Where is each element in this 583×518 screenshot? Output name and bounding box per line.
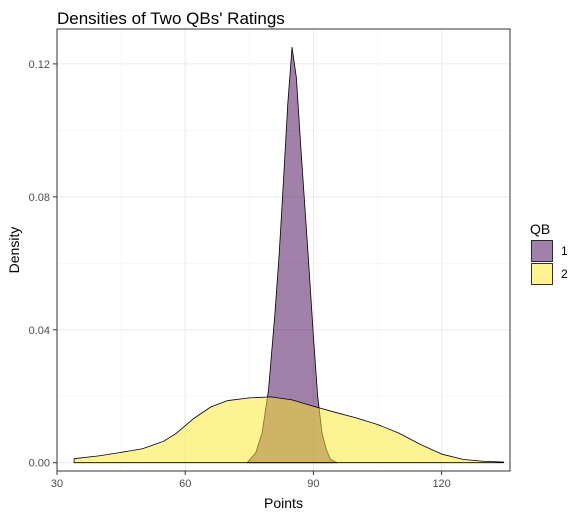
- legend-label-qb-2: 2: [561, 267, 568, 281]
- y-tick-label: 0.00: [29, 458, 50, 470]
- legend: 12: [531, 240, 568, 285]
- density-area-qb-2: [73, 396, 504, 464]
- y-axis-ticks: 0.00 0.04 0.08 0.12: [29, 59, 57, 470]
- y-tick-label: 0.04: [29, 325, 50, 337]
- legend-key-qb-2: [531, 263, 553, 285]
- y-axis-title: Density: [6, 227, 22, 274]
- chart-title: Densities of Two QBs' Ratings: [57, 9, 285, 28]
- y-tick-label: 0.12: [29, 59, 50, 71]
- y-tick-label: 0.08: [29, 192, 50, 204]
- plot-border: [56, 28, 511, 472]
- legend-label-qb-1: 1: [561, 244, 568, 258]
- x-axis-ticks: 30 60 90 120: [51, 471, 451, 490]
- x-tick-label: 90: [307, 478, 319, 490]
- x-tick-label: 120: [432, 478, 450, 490]
- x-axis-title: Points: [264, 495, 303, 511]
- legend-title: QB: [530, 221, 550, 237]
- x-tick-label: 60: [179, 478, 191, 490]
- density-areas: [73, 46, 504, 464]
- x-tick-label: 30: [51, 478, 63, 490]
- legend-key-qb-1: [531, 240, 553, 262]
